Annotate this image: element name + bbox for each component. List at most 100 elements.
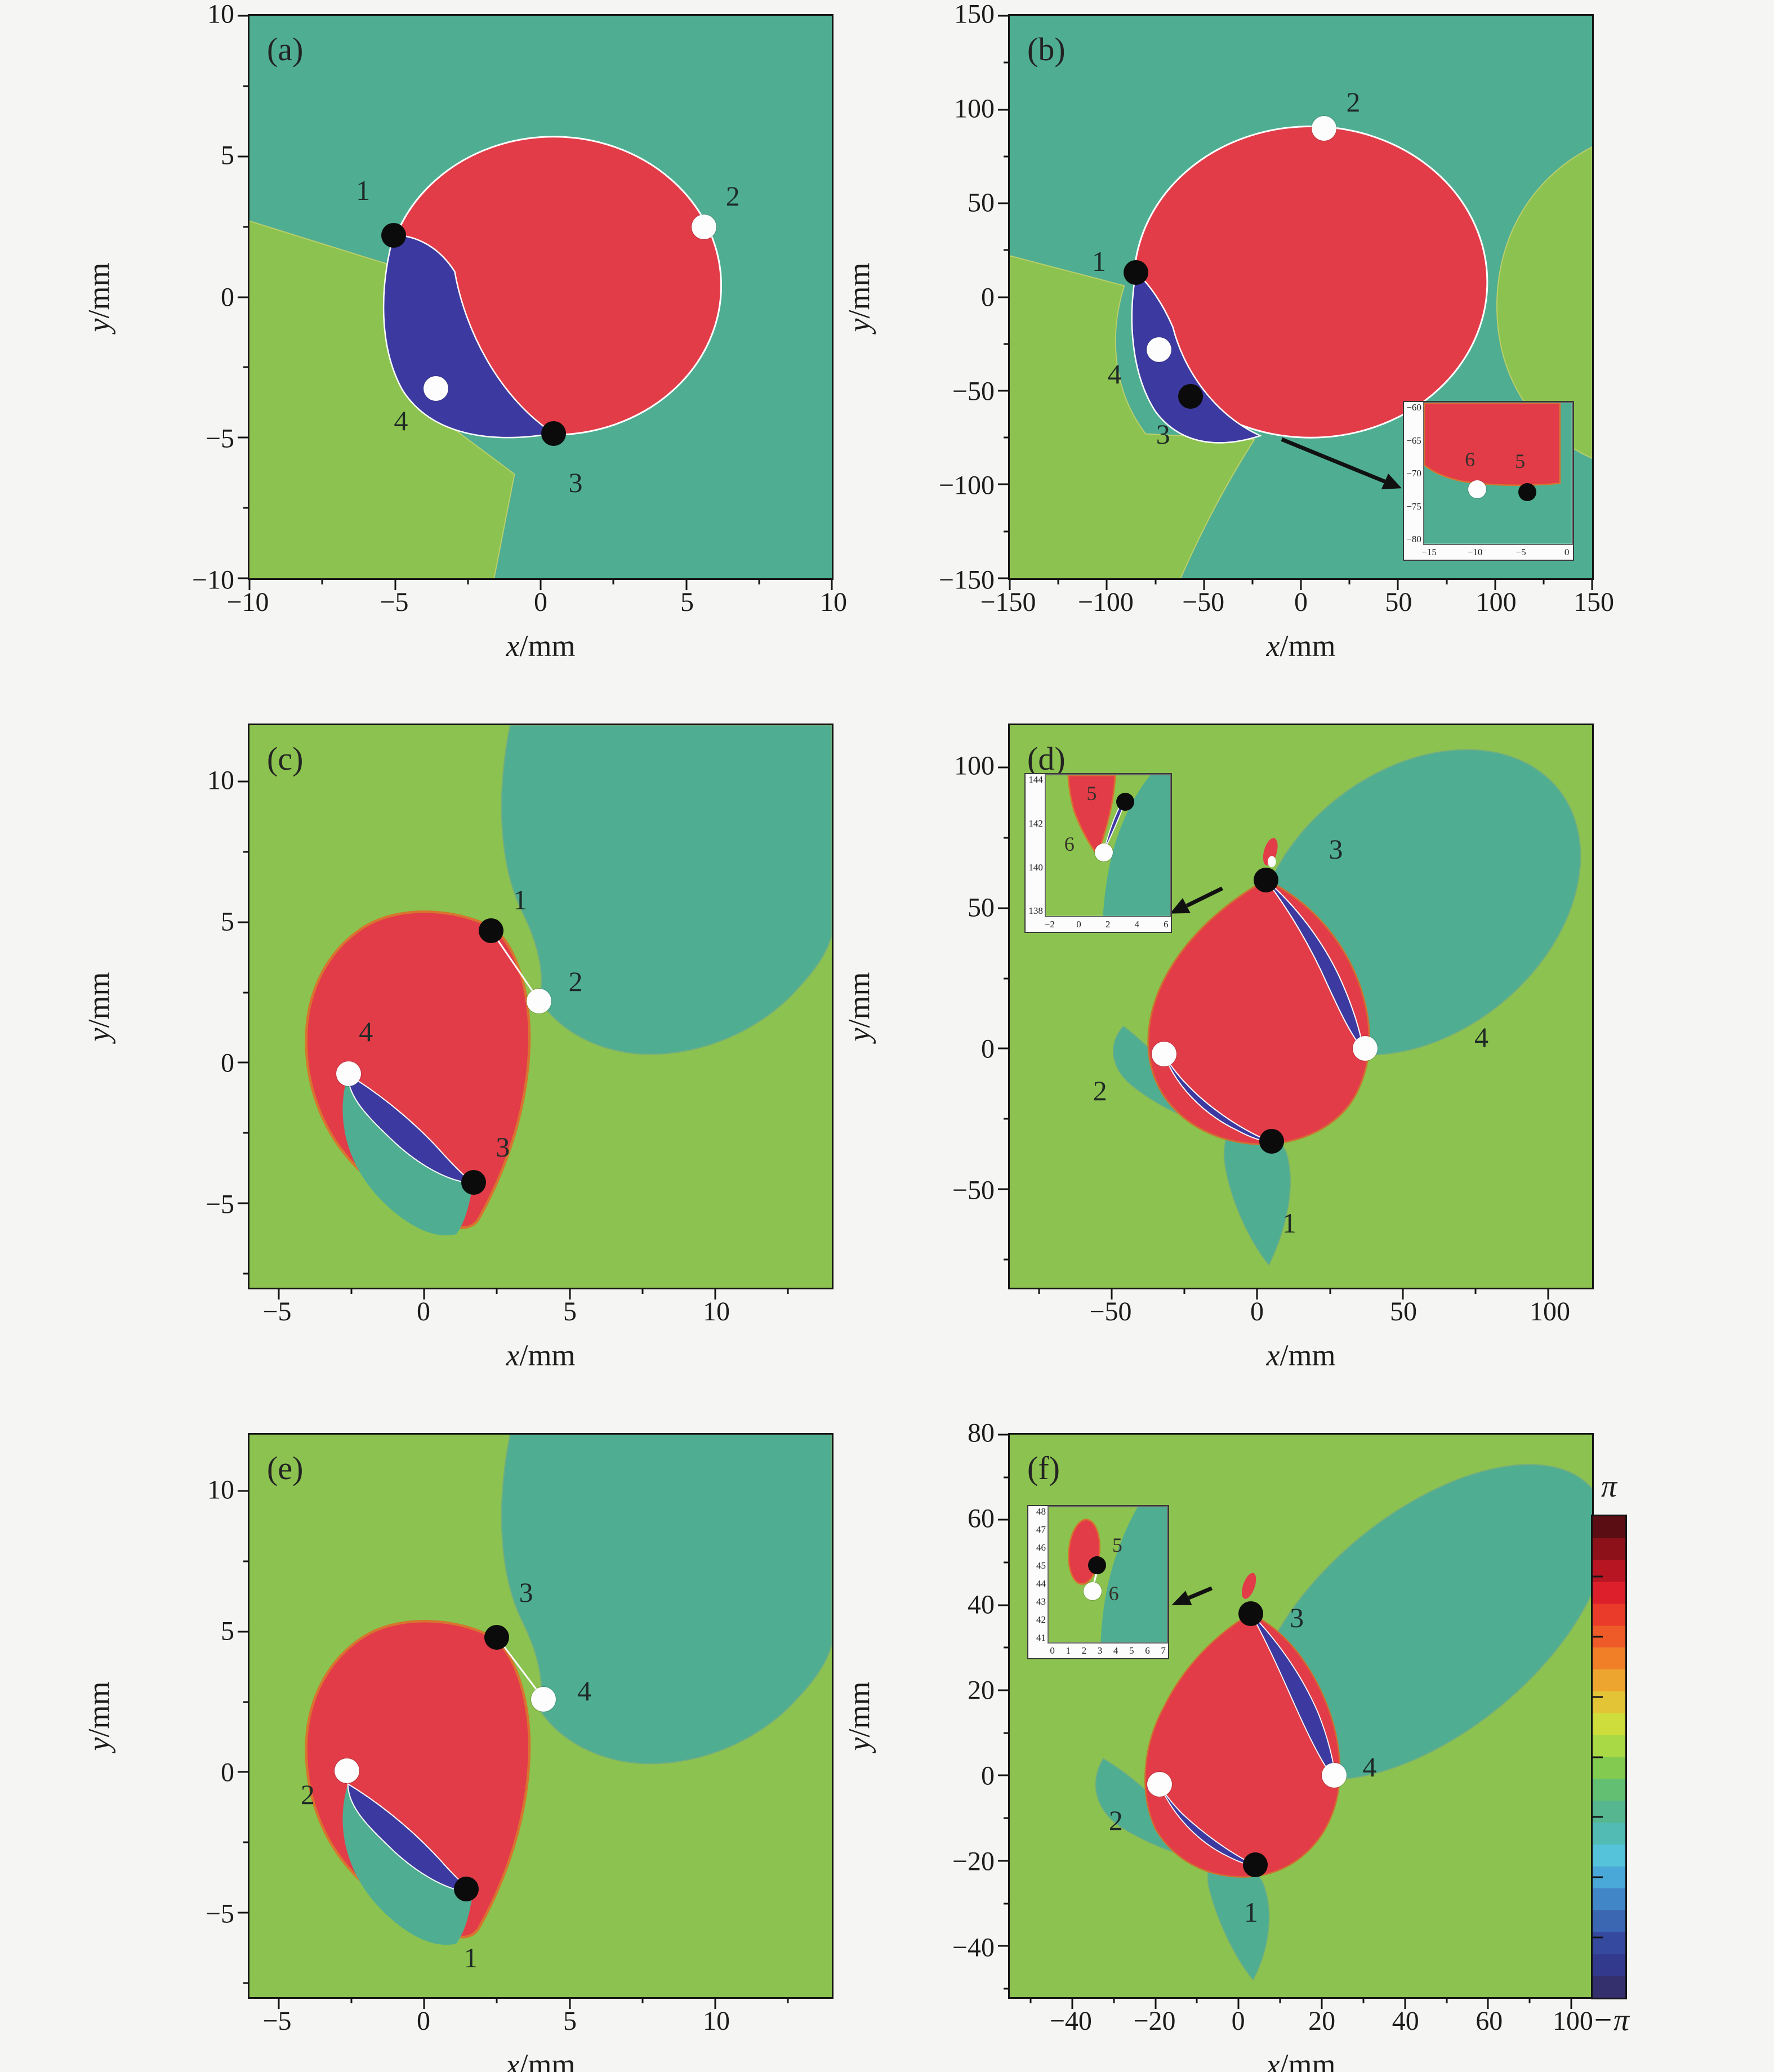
y-minor-tick [243, 226, 249, 228]
point-label-2: 2 [1346, 86, 1361, 118]
inset-dot-6 [1468, 480, 1487, 498]
panel-f: y/mm 80 60 40 20 0 −20 −40 (f) [842, 1418, 1594, 2072]
y-tick-label: 100 [954, 93, 995, 124]
panel-letter: (f) [1027, 1449, 1060, 1486]
y-tick-label: 10 [207, 0, 234, 29]
y-tick-labels: 150 100 50 0 −50 −100 −150 [899, 0, 1000, 595]
colorbar-gradient [1591, 1515, 1627, 1999]
x-major-tick [1111, 1288, 1113, 1300]
x-minor-tick [1362, 1997, 1365, 2003]
x-major-tick [1071, 1997, 1073, 2009]
x-tick-label: −20 [1133, 2006, 1176, 2036]
y-minor-tick [1004, 837, 1010, 839]
inset-point-label-6: 6 [1064, 833, 1075, 856]
inset-y-tick-label: 47 [1036, 1524, 1046, 1535]
x-major-tick [278, 1288, 280, 1300]
colorbar-max-label: π [1601, 1469, 1617, 1504]
singularity-dot-2 [527, 988, 552, 1013]
x-major-tick [1547, 1288, 1549, 1300]
region-red-droplet [1242, 1573, 1256, 1599]
x-major-tick [685, 578, 687, 590]
y-major-tick [238, 1490, 249, 1492]
y-tick-label: 5 [221, 1616, 234, 1646]
x-minor-tick [612, 578, 614, 584]
x-tick-label: 40 [1392, 2006, 1419, 2036]
x-minor-tick [467, 578, 469, 584]
x-tick-label: 20 [1308, 2006, 1336, 2036]
y-axis-title: y/mm [842, 262, 876, 332]
inset-dot-6 [1083, 1582, 1102, 1600]
y-tick-label: 40 [968, 1589, 995, 1619]
y-minor-tick [243, 366, 249, 368]
inset-y-tick-label: 44 [1036, 1578, 1046, 1589]
singularity-dot-4 [1352, 1036, 1378, 1061]
x-major-tick [1009, 578, 1011, 590]
x-major-tick [1494, 578, 1496, 590]
singularity-dot-3 [1238, 1601, 1264, 1626]
x-minor-tick [641, 1997, 644, 2003]
x-tick-label: −150 [980, 587, 1036, 617]
x-tick-labels: −10 −5 0 5 10 [226, 587, 847, 620]
x-major-tick [1402, 1288, 1404, 1300]
x-major-tick [569, 1997, 571, 2009]
y-major-tick [998, 483, 1010, 485]
inset-x-tick-label: 2 [1081, 1645, 1087, 1656]
x-major-tick [1237, 1997, 1240, 2009]
y-major-tick [998, 202, 1010, 204]
y-major-tick [238, 780, 249, 783]
inset-y-tick-label: 140 [1028, 861, 1043, 873]
y-tick-label: −100 [938, 470, 995, 501]
x-minor-tick [1057, 578, 1059, 584]
panel-b: y/mm 150 100 50 0 −50 −100 −150 (b) −60 −65 −70−… [842, 0, 1614, 663]
point-label-3: 3 [1290, 1602, 1304, 1634]
x-major-tick [714, 1288, 716, 1300]
y-tick-label: −20 [952, 1846, 995, 1877]
singularity-dot-2 [1312, 115, 1337, 141]
point-label-3: 3 [519, 1576, 533, 1608]
y-minor-tick [243, 992, 249, 994]
y-tick-label: 20 [968, 1675, 995, 1705]
inset-x-tick-label: 2 [1105, 918, 1111, 930]
point-label-3: 3 [496, 1131, 510, 1163]
point-label-1: 1 [463, 1942, 478, 1974]
point-label-1: 1 [356, 174, 371, 206]
x-tick-label: −40 [1049, 2006, 1092, 2036]
y-tick-labels: 80 60 40 20 0 −20 −40 [899, 1418, 1000, 1999]
x-major-tick [1570, 1997, 1572, 2009]
point-label-4: 4 [359, 1016, 373, 1048]
x-minor-tick [1251, 578, 1254, 584]
x-major-tick [248, 578, 251, 590]
singularity-dot-4 [1322, 1763, 1347, 1788]
phase-map-a [249, 16, 832, 578]
panel-a: y/mm 10 5 0 −5 −10 (a) 1 2 3 4 −10 −5 0 5 10 x/mm [82, 0, 847, 663]
colorbar-min-label: −π [1592, 2003, 1629, 2038]
inset-x-tick-label: −5 [1516, 547, 1526, 558]
inset-x-tick-label: 5 [1129, 1645, 1134, 1656]
x-tick-label: 5 [563, 2006, 577, 2036]
point-label-4: 4 [394, 405, 408, 437]
y-tick-label: −5 [205, 1189, 234, 1220]
panel-c: y/mm 10 5 0 −5 (c) 1 2 3 4 −5 0 5 10 x/mm [82, 724, 833, 1372]
y-minor-tick [1004, 61, 1010, 64]
y-tick-labels: 10 5 0 −5 [139, 1433, 240, 1999]
y-tick-label: −150 [938, 565, 995, 595]
y-minor-tick [1004, 977, 1010, 980]
y-tick-label: 100 [954, 751, 995, 781]
point-label-4: 4 [1474, 1021, 1489, 1053]
x-tick-label: 5 [563, 1297, 577, 1327]
tiny-white-dot [1268, 856, 1276, 868]
region-teal-upper-right [502, 1435, 832, 1764]
inset-y-tick-label: 45 [1036, 1560, 1046, 1571]
y-tick-label: −50 [952, 376, 995, 407]
x-tick-label: 0 [1294, 587, 1308, 617]
x-minor-tick [1183, 1288, 1185, 1294]
colorbar-tick [1593, 1575, 1603, 1578]
y-major-tick [238, 1631, 249, 1633]
x-minor-tick [787, 1997, 789, 2003]
point-label-2: 2 [568, 965, 583, 997]
x-major-tick [423, 1288, 425, 1300]
y-major-tick [238, 15, 249, 17]
